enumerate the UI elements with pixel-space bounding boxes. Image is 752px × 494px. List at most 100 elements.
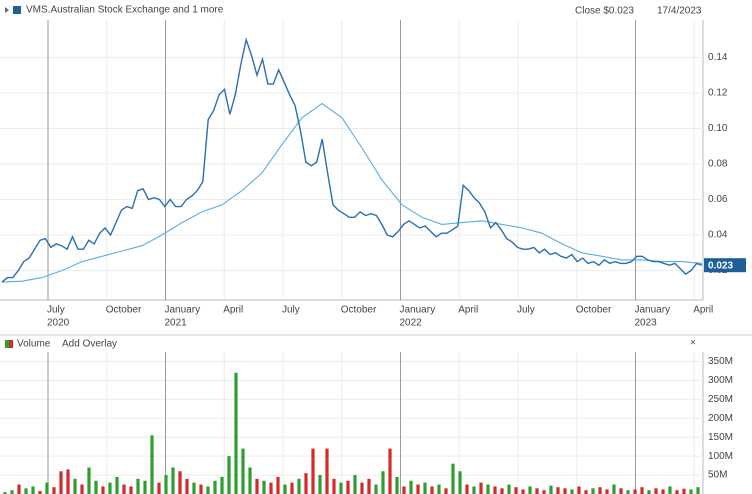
close-price: Close $0.023 (575, 6, 634, 17)
y-tick-label: 0.14 (708, 52, 728, 63)
volume-bar (619, 488, 623, 494)
x-tick-label: October (576, 305, 612, 316)
volume-bar (479, 482, 483, 494)
x-tick-year: 2021 (165, 318, 188, 329)
volume-bar (416, 484, 420, 494)
x-tick-year: 2023 (635, 318, 658, 329)
instrument-name[interactable]: VMS.Australian Stock Exchange and 1 more (26, 5, 224, 16)
x-tick-label: October (341, 305, 377, 316)
price-line (1, 102, 703, 283)
y-tick-label: 0.10 (708, 123, 728, 134)
volume-bar (535, 488, 539, 494)
volume-bar (241, 448, 245, 494)
volume-bar (570, 489, 574, 494)
y-tick-label: 0.08 (708, 159, 728, 170)
volume-bar (682, 488, 686, 494)
volume-bar (626, 490, 630, 494)
volume-bar (17, 484, 21, 494)
volume-bar (668, 486, 672, 494)
volume-bar (178, 471, 182, 494)
volume-bar (269, 482, 273, 494)
volume-bar (213, 480, 217, 494)
price-line (1, 37, 703, 283)
volume-bar (192, 482, 196, 494)
volume-bar (157, 482, 161, 494)
volume-bar (94, 480, 98, 494)
volume-bar (542, 490, 546, 494)
close-panel[interactable]: × (690, 338, 696, 349)
volume-bar (3, 492, 7, 494)
volume-bar (500, 488, 504, 494)
volume-bar (59, 471, 63, 494)
volume-bar (38, 490, 42, 494)
volume-bar (367, 478, 371, 494)
volume-icon-up (5, 340, 9, 348)
volume-bar (297, 478, 301, 494)
x-tick-label: July (47, 305, 65, 316)
y-tick-label: 100M (708, 451, 733, 462)
volume-bar (136, 478, 140, 494)
volume-bar (374, 484, 378, 494)
volume-legend: Volume (17, 339, 51, 350)
volume-bar (493, 486, 497, 494)
y-tick-label: 150M (708, 432, 733, 443)
volume-bar (458, 471, 462, 494)
volume-icon-down (9, 340, 13, 348)
volume-bar (346, 480, 350, 494)
volume-bar (311, 448, 315, 494)
volume-bar (360, 482, 364, 494)
volume-bar (521, 489, 525, 494)
y-tick-label: 0.04 (708, 230, 728, 241)
volume-bar (129, 486, 133, 494)
volume-bar (563, 488, 567, 494)
volume-bar (556, 487, 560, 494)
last-value-box (704, 258, 746, 273)
volume-bar (647, 490, 651, 494)
volume-bar (108, 482, 112, 494)
volume-bar (577, 486, 581, 494)
volume-bar (171, 467, 175, 494)
x-tick-label: October (106, 305, 142, 316)
close-date: 17/4/2023 (657, 6, 702, 17)
volume-bar (199, 484, 203, 494)
volume-bar (402, 486, 406, 494)
volume-bar (661, 489, 665, 494)
volume-bar (696, 487, 700, 494)
y-tick-label: 200M (708, 413, 733, 424)
volume-bar (486, 484, 490, 494)
series-swatch (13, 6, 21, 14)
volume-bar (122, 484, 126, 494)
volume-bar (472, 486, 476, 494)
volume-bar (318, 475, 322, 494)
volume-bar (66, 469, 70, 494)
volume-bar (248, 467, 252, 494)
volume-bar (451, 463, 455, 494)
volume-bar (304, 473, 308, 494)
volume-bar (115, 476, 119, 494)
x-tick-label: April (458, 305, 478, 316)
volume-bar (276, 476, 280, 494)
volume-bar (640, 487, 644, 494)
volume-bar (31, 486, 35, 494)
volume-bar (290, 482, 294, 494)
volume-bar (283, 484, 287, 494)
volume-bar (437, 484, 441, 494)
x-tick-label: July (517, 305, 535, 316)
volume-bar (150, 435, 154, 494)
add-overlay[interactable]: Add Overlay (62, 339, 117, 350)
volume-bar (234, 372, 238, 494)
volume-bar (423, 482, 427, 494)
volume-bar (206, 486, 210, 494)
volume-bar (549, 485, 553, 494)
y-tick-label: 0.12 (708, 88, 728, 99)
expand-arrow[interactable] (5, 7, 9, 13)
y-tick-label: 0.06 (708, 194, 728, 205)
x-tick-label: January (635, 305, 671, 316)
x-tick-label: July (282, 305, 300, 316)
volume-bar (325, 448, 329, 494)
volume-bar (514, 487, 518, 494)
volume-bar (332, 478, 336, 494)
volume-bar (185, 478, 189, 494)
x-tick-label: January (400, 305, 436, 316)
y-tick-label: 250M (708, 394, 733, 405)
